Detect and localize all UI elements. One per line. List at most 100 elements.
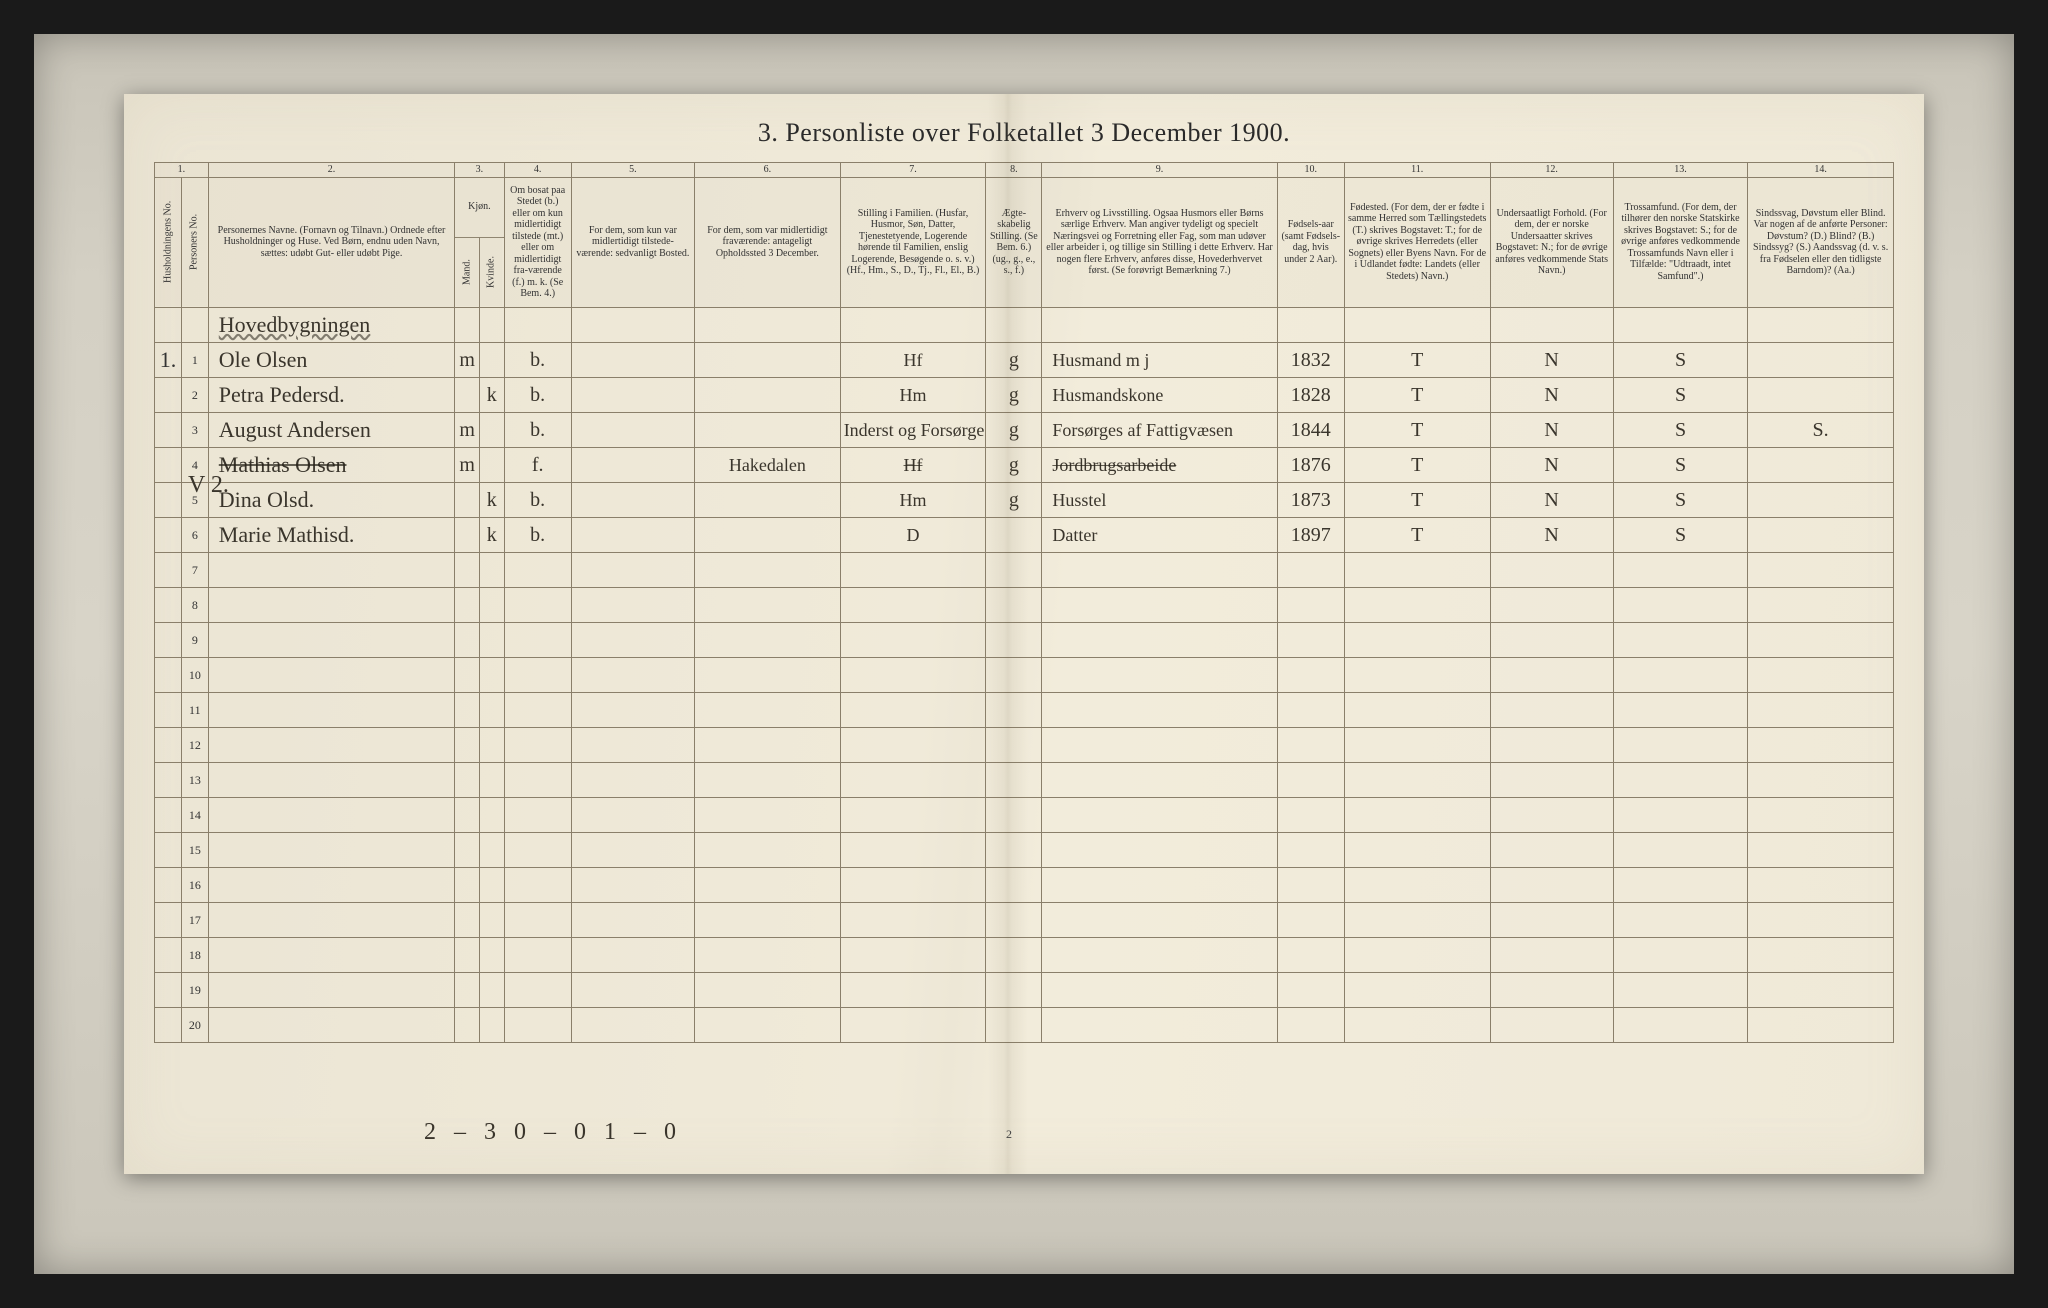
cell-empty [208, 552, 455, 587]
cell-empty [986, 762, 1042, 797]
cell-absent [695, 342, 841, 377]
cell-disability [1748, 517, 1894, 552]
cell-hh [155, 692, 182, 727]
cell-empty [1490, 622, 1613, 657]
cell-empty [1748, 797, 1894, 832]
cell-household-no [155, 517, 182, 552]
cell-empty [1344, 587, 1490, 622]
cell-empty [695, 972, 841, 1007]
cell-empty [1613, 1007, 1747, 1042]
cell-empty [1490, 307, 1613, 342]
cell-empty [1490, 972, 1613, 1007]
cell-empty [1042, 587, 1277, 622]
cell-empty [1748, 867, 1894, 902]
cell-empty [1042, 867, 1277, 902]
cell-occupation: Husstel [1042, 482, 1277, 517]
cell-hh [155, 867, 182, 902]
cell-marital [986, 517, 1042, 552]
cell-household-no [155, 482, 182, 517]
cell-empty [840, 867, 986, 902]
cell-empty [479, 832, 504, 867]
cell-family-pos: Inderst og Forsørges [840, 412, 986, 447]
cell-empty [455, 1007, 480, 1042]
cell-empty [571, 307, 694, 342]
cell-temp [571, 377, 694, 412]
cell-sex-m: m [455, 412, 480, 447]
cell-name: Petra Pedersd. [208, 377, 455, 412]
cell-empty [479, 622, 504, 657]
cell-empty [208, 902, 455, 937]
cell-empty [1748, 587, 1894, 622]
cell-empty [479, 657, 504, 692]
colnum-4: 4. [504, 163, 571, 178]
cell-empty [695, 1007, 841, 1042]
cell-empty [840, 727, 986, 762]
cell-empty [1748, 552, 1894, 587]
cell-empty [1042, 1007, 1277, 1042]
cell-religion: S [1613, 412, 1747, 447]
hdr-birth-year: Fødsels-aar (samt Fødsels-dag, hvis unde… [1277, 177, 1344, 307]
cell-empty [840, 902, 986, 937]
colnum-5: 5. [571, 163, 694, 178]
cell-empty [1277, 307, 1344, 342]
cell-empty [455, 867, 480, 902]
footer-tally: 2 – 3 0 – 0 1 – 0 [424, 1119, 682, 1146]
cell-empty [1277, 692, 1344, 727]
cell-absent: Hakedalen [695, 447, 841, 482]
cell-empty [1344, 832, 1490, 867]
cell-hh [155, 937, 182, 972]
cell-person-no: 6 [181, 517, 208, 552]
cell-temp [571, 517, 694, 552]
cell-empty [1613, 902, 1747, 937]
cell-empty [1042, 692, 1277, 727]
cell-temp [571, 447, 694, 482]
cell-empty [1613, 657, 1747, 692]
cell-temp [571, 412, 694, 447]
cell-empty [1613, 622, 1747, 657]
cell-person-no: 20 [181, 1007, 208, 1042]
table-row-empty: 20 [155, 1007, 1894, 1042]
cell-empty [840, 762, 986, 797]
cell-empty [840, 797, 986, 832]
cell-sex-m [455, 517, 480, 552]
table-row-empty: 16 [155, 867, 1894, 902]
table-row-empty: 7 [155, 552, 1894, 587]
cell-absent [695, 377, 841, 412]
cell-hh [155, 727, 182, 762]
hdr-person-no: Personers No. [181, 177, 208, 307]
cell-empty [1613, 832, 1747, 867]
cell-empty [1344, 1007, 1490, 1042]
cell-empty [1748, 1007, 1894, 1042]
cell-empty [1344, 727, 1490, 762]
cell-empty [208, 657, 455, 692]
cell-empty [695, 552, 841, 587]
cell-empty [986, 1007, 1042, 1042]
cell-empty [1748, 692, 1894, 727]
cell-empty [1613, 797, 1747, 832]
cell-empty [1277, 832, 1344, 867]
cell-birth-year: 1897 [1277, 517, 1344, 552]
cell-empty [1277, 902, 1344, 937]
cell-birthplace: T [1344, 412, 1490, 447]
table-row-empty: 15 [155, 832, 1894, 867]
hdr-marital: Ægte-skabelig Stilling. (Se Bem. 6.) (ug… [986, 177, 1042, 307]
table-row-empty: 10 [155, 657, 1894, 692]
cell-empty [1490, 832, 1613, 867]
cell-empty [695, 797, 841, 832]
cell-empty [840, 692, 986, 727]
cell-empty [986, 902, 1042, 937]
colnum-2: 2. [208, 163, 455, 178]
cell-name: August Andersen [208, 412, 455, 447]
cell-religion: S [1613, 342, 1747, 377]
cell-occupation: Husmand m j [1042, 342, 1277, 377]
cell-nationality: N [1490, 412, 1613, 447]
cell-empty [1344, 902, 1490, 937]
cell-empty [571, 902, 694, 937]
cell-empty [208, 797, 455, 832]
cell-empty [455, 692, 480, 727]
cell-empty [504, 937, 571, 972]
hdr-religion: Trossamfund. (For dem, der tilhører den … [1613, 177, 1747, 307]
cell-empty [479, 1007, 504, 1042]
cell-empty [455, 552, 480, 587]
cell-empty [455, 307, 480, 342]
